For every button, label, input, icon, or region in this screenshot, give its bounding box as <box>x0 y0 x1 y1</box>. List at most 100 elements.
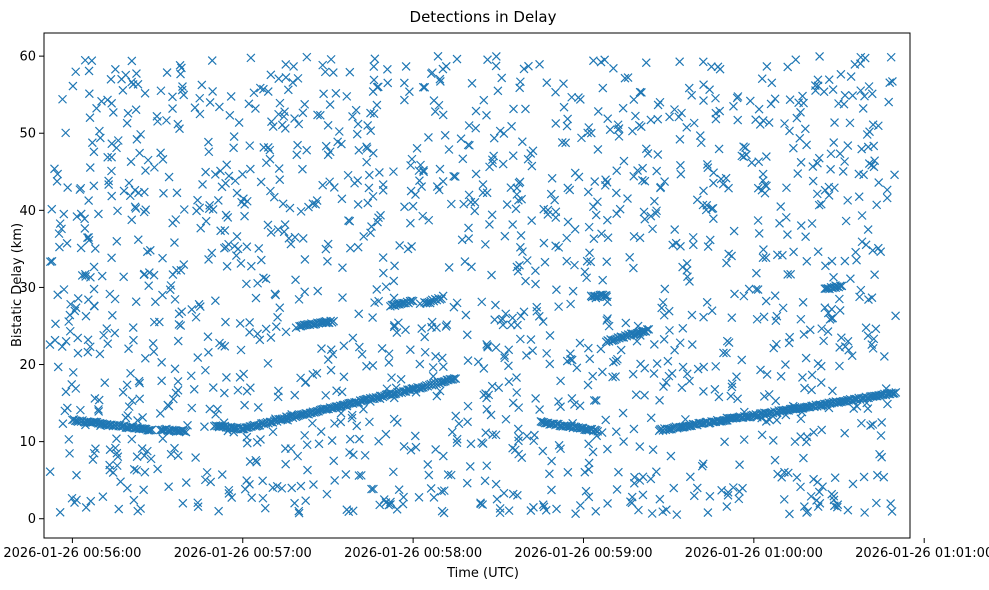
detection-marker <box>156 148 166 158</box>
y-tick-label: 60 <box>19 50 36 65</box>
detection-marker <box>345 243 355 253</box>
detection-marker <box>87 56 97 66</box>
detection-marker <box>147 425 157 435</box>
detection-marker <box>816 378 826 387</box>
detection-marker <box>826 149 836 159</box>
detection-marker <box>181 478 191 488</box>
detection-marker <box>400 202 409 212</box>
detection-marker <box>191 312 201 322</box>
detection-marker <box>201 216 211 226</box>
detection-marker <box>629 231 639 241</box>
detection-marker <box>522 256 532 265</box>
detection-marker <box>574 172 584 182</box>
detection-marker <box>785 509 794 519</box>
detection-marker <box>230 241 240 251</box>
detection-marker <box>321 390 331 400</box>
detection-marker <box>432 391 442 401</box>
detection-marker <box>135 394 145 404</box>
detection-marker <box>489 133 499 143</box>
detection-marker <box>628 263 638 273</box>
detection-marker <box>666 451 676 461</box>
detection-marker <box>406 445 416 455</box>
detection-marker <box>441 61 451 71</box>
detection-marker <box>308 370 318 380</box>
detection-marker <box>778 303 788 313</box>
detection-marker <box>764 408 774 418</box>
detection-marker <box>345 434 355 444</box>
detection-marker <box>877 390 886 400</box>
detection-marker <box>615 204 625 214</box>
detection-marker <box>360 450 370 460</box>
detection-marker <box>276 415 286 425</box>
detection-marker <box>729 101 738 111</box>
detection-marker <box>464 223 473 233</box>
detection-marker <box>128 79 138 89</box>
detection-marker <box>664 306 674 316</box>
detection-marker <box>619 437 629 446</box>
detection-marker <box>86 272 95 282</box>
detection-marker <box>132 134 142 144</box>
detection-marker <box>723 487 733 497</box>
detection-marker <box>392 328 402 337</box>
detection-marker <box>112 461 122 471</box>
detection-marker <box>259 273 268 283</box>
detection-marker <box>275 303 285 313</box>
detection-marker <box>107 253 117 263</box>
detection-marker <box>256 435 265 444</box>
detection-marker <box>277 483 287 493</box>
detection-marker <box>758 169 768 179</box>
detection-marker <box>754 104 764 114</box>
detection-marker <box>517 137 527 147</box>
detection-marker <box>226 91 236 101</box>
detection-marker <box>179 260 189 270</box>
detection-marker <box>856 285 866 295</box>
detection-marker <box>735 460 744 470</box>
detection-marker <box>66 299 76 309</box>
detection-marker <box>559 102 569 112</box>
detection-marker <box>745 96 755 106</box>
detection-marker <box>526 148 536 158</box>
detection-marker <box>204 347 213 357</box>
detection-marker <box>771 339 781 349</box>
detection-marker <box>588 371 598 381</box>
detection-marker <box>556 402 565 412</box>
detection-marker <box>504 506 514 516</box>
detection-marker <box>646 211 656 221</box>
detection-marker <box>482 404 492 414</box>
detection-marker <box>71 67 81 77</box>
detection-marker <box>500 351 509 360</box>
detection-marker <box>863 404 873 413</box>
detection-marker <box>363 198 373 208</box>
detection-marker <box>844 345 854 355</box>
detection-marker <box>798 297 808 307</box>
detection-marker <box>652 166 662 176</box>
detection-marker <box>562 256 572 266</box>
x-tick-label: 2026-01-26 00:56:00 <box>3 546 141 561</box>
detection-marker <box>557 137 567 147</box>
detection-marker <box>693 364 703 374</box>
detection-marker <box>245 164 255 174</box>
detection-marker <box>785 126 794 136</box>
detection-marker <box>190 103 200 113</box>
detection-marker <box>241 279 251 289</box>
detection-marker <box>812 496 821 505</box>
detection-marker <box>220 341 230 351</box>
detection-marker <box>317 344 326 354</box>
detection-marker <box>245 457 255 467</box>
detection-marker <box>399 442 409 451</box>
detection-marker <box>726 391 736 401</box>
detection-marker <box>515 334 525 344</box>
detection-marker <box>321 141 331 151</box>
detection-marker <box>198 180 207 189</box>
detection-marker <box>378 253 388 262</box>
detection-marker <box>843 195 853 205</box>
detection-marker <box>238 169 247 179</box>
detection-marker <box>513 266 523 276</box>
detection-marker <box>362 157 372 167</box>
detection-marker <box>480 239 490 249</box>
detection-marker <box>575 338 585 348</box>
detection-marker <box>381 282 391 292</box>
detection-marker <box>835 361 844 371</box>
detection-marker <box>577 133 586 143</box>
detection-marker <box>389 167 398 177</box>
